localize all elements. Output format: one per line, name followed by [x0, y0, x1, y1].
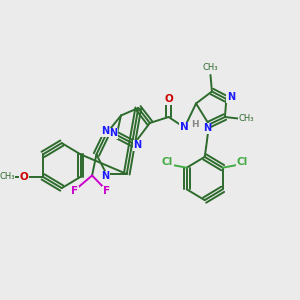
- Text: N: N: [226, 92, 235, 103]
- Text: O: O: [164, 94, 173, 104]
- Text: N: N: [180, 122, 189, 133]
- Text: N: N: [101, 126, 109, 136]
- Text: N: N: [109, 128, 117, 139]
- Text: Cl: Cl: [236, 157, 248, 167]
- Text: H: H: [191, 120, 198, 129]
- Text: N: N: [101, 171, 109, 182]
- Text: N: N: [134, 140, 142, 151]
- Text: Cl: Cl: [162, 157, 173, 167]
- Text: CH₃: CH₃: [238, 114, 254, 123]
- Text: F: F: [71, 186, 78, 197]
- Text: O: O: [19, 172, 28, 182]
- Text: N: N: [203, 123, 211, 133]
- Text: F: F: [103, 186, 110, 197]
- Text: CH₃: CH₃: [0, 172, 15, 181]
- Text: CH₃: CH₃: [203, 63, 218, 72]
